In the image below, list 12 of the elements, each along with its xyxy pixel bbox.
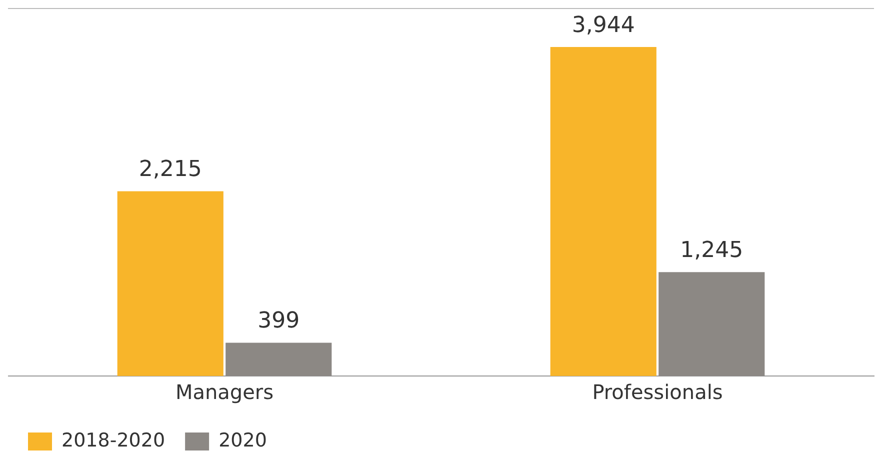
bar <box>117 191 224 376</box>
data-label: 1,245 <box>680 238 744 263</box>
bar <box>550 47 656 376</box>
bar <box>658 272 765 376</box>
data-label: 3,944 <box>572 12 635 38</box>
data-label: 2,215 <box>138 156 202 182</box>
legend-label: 2018-2020 <box>62 429 166 452</box>
legend-label: 2020 <box>218 429 267 452</box>
data-label: 399 <box>258 308 300 334</box>
x-tick-label: Managers <box>175 380 274 404</box>
x-tick-label: Professionals <box>592 380 723 404</box>
bar <box>226 342 332 376</box>
